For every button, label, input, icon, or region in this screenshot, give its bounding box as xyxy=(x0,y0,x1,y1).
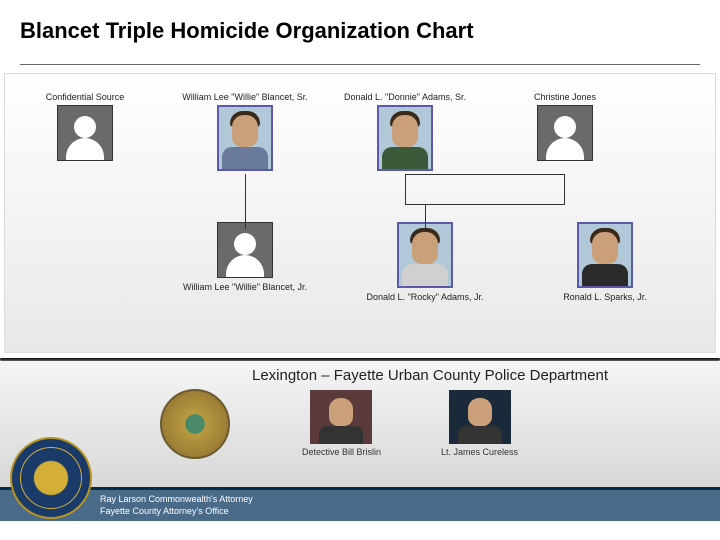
connector-line xyxy=(425,204,426,229)
person-node: Christine Jones xyxy=(495,92,635,161)
person-label: Christine Jones xyxy=(495,92,635,102)
person-photo xyxy=(397,222,453,288)
person-node: Ronald L. Sparks, Jr. xyxy=(535,222,675,302)
person-label: Donald L. "Donnie" Adams, Sr. xyxy=(335,92,475,102)
person-node: William Lee "Willie" Blancet, Sr. xyxy=(175,92,315,171)
page-title: Blancet Triple Homicide Organization Cha… xyxy=(20,18,700,44)
connector-line xyxy=(245,174,246,229)
person-label: Donald L. "Rocky" Adams, Jr. xyxy=(355,292,495,302)
connector-line xyxy=(405,204,565,205)
footer-line-2: Fayette County Attorney's Office xyxy=(100,506,720,518)
police-person: Detective Bill Brislin xyxy=(302,390,381,457)
person-label: Ronald L. Sparks, Jr. xyxy=(535,292,675,302)
person-label: William Lee "Willie" Blancet, Jr. xyxy=(175,282,315,292)
person-node: Confidential Source xyxy=(15,92,155,161)
police-section: Lexington – Fayette Urban County Police … xyxy=(0,361,720,521)
police-person: Lt. James Cureless xyxy=(441,390,518,457)
footer-line-1: Ray Larson Commonwealth's Attorney xyxy=(100,494,720,506)
footer-bar: Ray Larson Commonwealth's Attorney Fayet… xyxy=(0,487,720,521)
person-placeholder-icon xyxy=(537,105,593,161)
police-photo xyxy=(449,390,511,444)
person-placeholder-icon xyxy=(57,105,113,161)
person-photo xyxy=(577,222,633,288)
connector-line xyxy=(564,174,565,204)
person-label: William Lee "Willie" Blancet, Sr. xyxy=(175,92,315,102)
person-placeholder-icon xyxy=(217,222,273,278)
person-label: Confidential Source xyxy=(15,92,155,102)
person-photo xyxy=(217,105,273,171)
connector-line xyxy=(405,174,406,204)
police-seal-icon xyxy=(160,389,230,459)
state-seal-icon xyxy=(10,437,92,519)
police-label: Lt. James Cureless xyxy=(441,447,518,457)
connector-line xyxy=(405,174,565,175)
person-node: Donald L. "Donnie" Adams, Sr. xyxy=(335,92,475,171)
org-chart: Confidential Source William Lee "Willie" … xyxy=(4,73,716,353)
title-underline xyxy=(20,64,700,65)
title-area: Blancet Triple Homicide Organization Cha… xyxy=(0,0,720,54)
police-row: Detective Bill Brislin Lt. James Cureless xyxy=(0,390,720,457)
person-node: Donald L. "Rocky" Adams, Jr. xyxy=(355,222,495,302)
person-node: William Lee "Willie" Blancet, Jr. xyxy=(175,222,315,292)
police-label: Detective Bill Brislin xyxy=(302,447,381,457)
police-title: Lexington – Fayette Urban County Police … xyxy=(0,367,720,384)
police-photo xyxy=(310,390,372,444)
person-photo xyxy=(377,105,433,171)
